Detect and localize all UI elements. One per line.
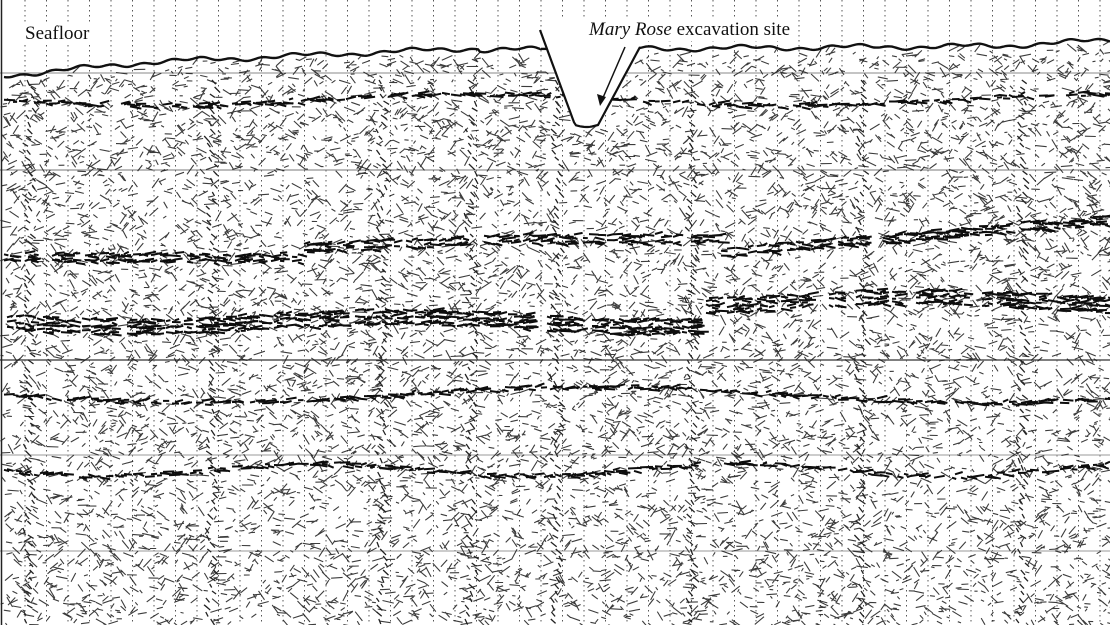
seafloor-label: Seafloor [22, 23, 93, 45]
site-pointer-arrow [597, 46, 626, 106]
excavation-pit-outline [538, 29, 641, 129]
seismic-reflectors [3, 90, 1110, 481]
excavation-site-suffix: excavation site [671, 19, 791, 40]
excavation-site-label: Mary Rose excavation site [586, 19, 794, 41]
excavation-site-name: Mary Rose [589, 19, 672, 40]
excavation-pit [540, 20, 640, 127]
vertical-gridlines [24, 0, 1101, 625]
seafloor-line [3, 37, 1110, 79]
